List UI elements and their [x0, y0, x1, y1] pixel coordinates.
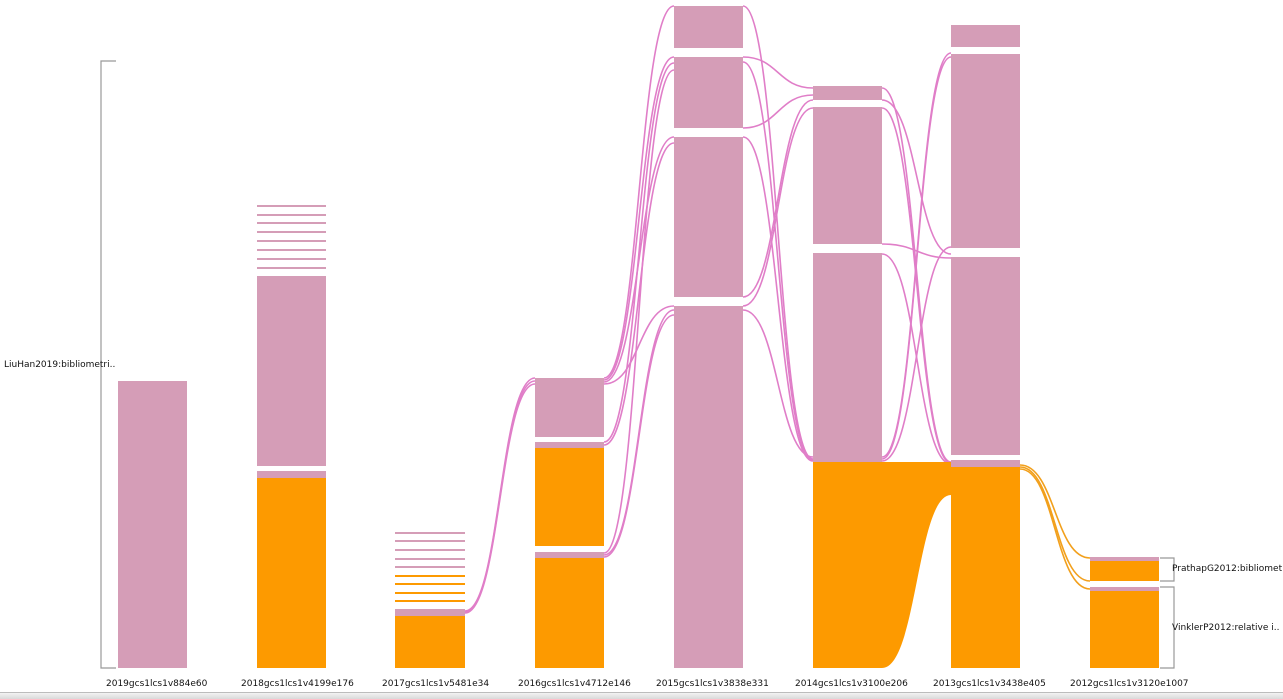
node-block[interactable]: [674, 6, 743, 48]
column-label-2012: 2012gcs1lcs1v3120e1007: [1070, 679, 1189, 689]
flow-link: [603, 56, 675, 381]
node-block[interactable]: [395, 616, 465, 668]
node-block[interactable]: [813, 86, 882, 100]
node-block[interactable]: [535, 442, 604, 448]
flow-link: [881, 56, 952, 460]
column-label-2015: 2015gcs1lcs1v3838e331: [656, 679, 769, 689]
flow-link: [603, 305, 675, 385]
node-block[interactable]: [1090, 557, 1159, 561]
flow-link: [742, 309, 814, 458]
node-block[interactable]: [257, 214, 326, 216]
node-block[interactable]: [257, 471, 326, 478]
node-block[interactable]: [257, 240, 326, 242]
node-block[interactable]: [395, 600, 465, 602]
flow-link: [742, 5, 814, 460]
node-block[interactable]: [813, 455, 882, 462]
flow-link: [603, 314, 675, 558]
flow-nodes: [118, 6, 1159, 668]
node-block[interactable]: [395, 609, 465, 616]
right-group-bracket-top: [1160, 557, 1175, 582]
group-brackets: [100, 60, 1175, 669]
column-label-2016: 2016gcs1lcs1v4712e146: [518, 679, 631, 689]
flow-link: [742, 136, 814, 462]
node-block[interactable]: [535, 552, 604, 558]
node-block[interactable]: [951, 460, 1020, 467]
left-group-bracket: [100, 60, 116, 669]
node-block[interactable]: [257, 258, 326, 260]
node-block[interactable]: [535, 448, 604, 546]
right-group-label-bottom[interactable]: VinklerP2012:relative i..: [1172, 623, 1280, 633]
node-block[interactable]: [535, 378, 604, 437]
flow-link: [1019, 464, 1091, 559]
orange-flow-band: [882, 462, 951, 668]
node-block[interactable]: [257, 276, 326, 466]
flow-link: [742, 61, 814, 461]
node-block[interactable]: [395, 540, 465, 542]
flow-link: [1019, 466, 1091, 582]
node-block[interactable]: [813, 462, 882, 668]
flow-link: [881, 107, 952, 464]
node-block[interactable]: [951, 257, 1020, 455]
flow-link: [603, 69, 675, 554]
node-block[interactable]: [674, 306, 743, 668]
column-label-2013: 2013gcs1lcs1v3438e405: [933, 679, 1046, 689]
node-block[interactable]: [674, 57, 743, 128]
node-block[interactable]: [395, 592, 465, 594]
node-block[interactable]: [951, 54, 1020, 248]
node-block[interactable]: [813, 253, 882, 455]
flow-link: [464, 383, 536, 614]
flow-links: [464, 5, 1091, 614]
flow-link: [881, 253, 952, 465]
flow-link: [1019, 468, 1091, 590]
flow-link: [881, 99, 952, 255]
flow-link: [881, 246, 952, 462]
flow-link: [603, 5, 675, 379]
right-group-bracket-bottom: [1160, 586, 1175, 669]
flow-link: [603, 142, 675, 446]
flow-link: [603, 62, 675, 443]
column-label-2017: 2017gcs1lcs1v5481e34: [382, 679, 490, 689]
node-block[interactable]: [674, 137, 743, 297]
node-block[interactable]: [395, 532, 465, 534]
node-block[interactable]: [951, 25, 1020, 47]
node-block[interactable]: [257, 205, 326, 207]
flow-link: [742, 56, 814, 89]
node-block[interactable]: [257, 267, 326, 269]
flow-link: [742, 107, 814, 307]
node-block[interactable]: [1090, 561, 1159, 581]
node-block[interactable]: [395, 583, 465, 585]
right-group-label-top[interactable]: PrathapG2012:bibliomet..: [1172, 564, 1283, 574]
window-bottom-edge: [0, 692, 1283, 699]
node-block[interactable]: [395, 558, 465, 560]
node-block[interactable]: [535, 558, 604, 668]
node-block[interactable]: [1090, 591, 1159, 668]
node-block[interactable]: [257, 249, 326, 251]
node-block[interactable]: [257, 478, 326, 668]
node-block[interactable]: [951, 467, 1020, 668]
node-block[interactable]: [813, 107, 882, 244]
node-block[interactable]: [118, 381, 187, 668]
node-block[interactable]: [257, 222, 326, 224]
column-label-2018: 2018gcs1lcs1v4199e176: [241, 679, 354, 689]
column-label-2019: 2019gcs1lcs1v884e60: [106, 679, 208, 689]
flow-link: [742, 99, 814, 298]
node-block[interactable]: [257, 231, 326, 233]
flow-link: [742, 94, 814, 129]
node-block[interactable]: [1090, 587, 1159, 591]
column-label-2014: 2014gcs1lcs1v3100e206: [795, 679, 908, 689]
node-block[interactable]: [395, 549, 465, 551]
node-block[interactable]: [395, 575, 465, 577]
node-block[interactable]: [395, 566, 465, 568]
left-group-label[interactable]: LiuHan2019:bibliometri..: [4, 360, 116, 370]
